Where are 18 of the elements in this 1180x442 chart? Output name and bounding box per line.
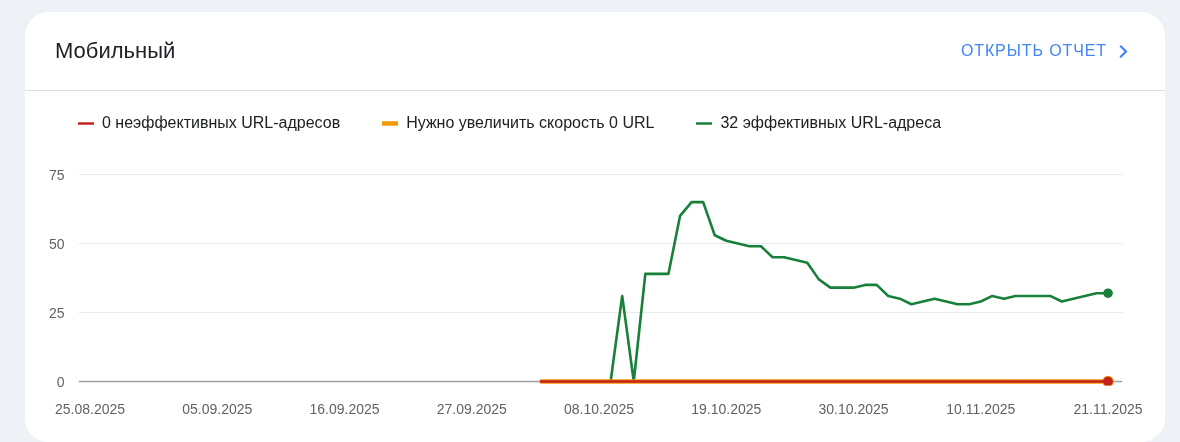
x-tick-label: 16.09.2025: [309, 400, 380, 417]
text: ОТКРЫТЬ ОТЧЕТ: [960, 40, 1108, 61]
y-tick-label: 75: [48, 166, 65, 183]
chart-title: Мобильный: [55, 37, 176, 66]
legend-label: 32 эффективных URL-адреса: [720, 114, 942, 132]
x-tick-label: 27.09.2025: [436, 400, 508, 417]
x-tick-label: 19.10.2025: [691, 400, 762, 417]
x-tick-label: 21.11.2025: [1073, 400, 1143, 417]
x-tick-label: 30.10.2025: [818, 400, 889, 417]
y-tick-label: 25: [48, 304, 65, 321]
x-tick-label: 08.10.2025: [564, 400, 635, 417]
y-tick-label: 50: [48, 235, 65, 252]
x-tick-label: 25.08.2025: [55, 400, 126, 417]
y-tick-label: 0: [56, 373, 65, 390]
legend-label: 0 неэффективных URL-адресов: [102, 114, 341, 132]
x-tick-label: 05.09.2025: [182, 400, 253, 417]
x-tick-label: 10.11.2025: [946, 400, 1016, 417]
legend-label: Нужно увеличить скорость 0 URL: [406, 114, 655, 132]
